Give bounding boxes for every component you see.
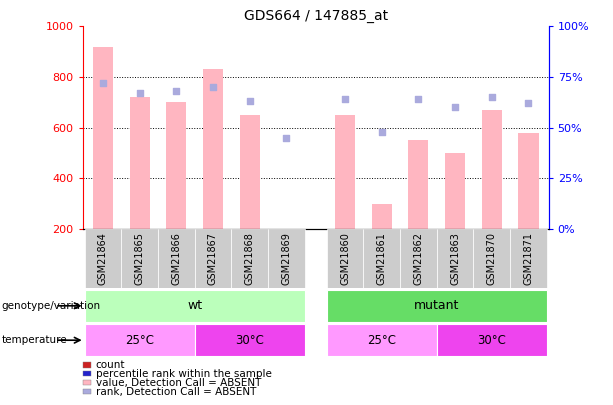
Text: GSM21868: GSM21868 — [245, 232, 254, 285]
Bar — [436, 229, 473, 288]
Text: value, Detection Call = ABSENT: value, Detection Call = ABSENT — [96, 378, 261, 388]
Bar — [482, 110, 502, 229]
Bar — [327, 324, 436, 356]
Bar — [166, 102, 186, 229]
Text: GSM21867: GSM21867 — [208, 232, 218, 285]
Bar — [473, 229, 510, 288]
Title: GDS664 / 147885_at: GDS664 / 147885_at — [243, 9, 388, 23]
Bar — [195, 324, 305, 356]
Point — [172, 88, 181, 94]
Bar — [85, 229, 121, 288]
Bar — [268, 229, 305, 288]
Text: rank, Detection Call = ABSENT: rank, Detection Call = ABSENT — [96, 387, 256, 396]
Text: 25°C: 25°C — [125, 334, 154, 347]
Point — [281, 134, 291, 141]
Point — [414, 96, 424, 102]
Bar — [436, 324, 547, 356]
Text: 30°C: 30°C — [235, 334, 264, 347]
Bar — [445, 153, 465, 229]
Bar — [85, 290, 305, 322]
Bar — [85, 324, 195, 356]
Text: GSM21861: GSM21861 — [377, 232, 387, 285]
Bar — [327, 229, 364, 288]
Text: GSM21862: GSM21862 — [413, 232, 424, 285]
Text: GSM21863: GSM21863 — [450, 232, 460, 285]
Text: count: count — [96, 360, 125, 370]
Bar — [240, 115, 260, 229]
Bar — [400, 229, 436, 288]
Point — [450, 104, 460, 111]
Text: GSM21871: GSM21871 — [524, 232, 533, 285]
Point — [524, 100, 533, 107]
Text: 30°C: 30°C — [478, 334, 506, 347]
Bar — [371, 203, 392, 229]
Bar — [203, 69, 223, 229]
Point — [135, 90, 145, 96]
Point — [98, 80, 108, 86]
Bar — [93, 47, 113, 229]
Text: GSM21869: GSM21869 — [281, 232, 291, 285]
Bar — [195, 229, 231, 288]
Point — [208, 84, 218, 90]
Text: genotype/variation: genotype/variation — [1, 301, 101, 311]
Bar — [335, 115, 355, 229]
Bar — [231, 229, 268, 288]
Bar — [510, 229, 547, 288]
Point — [340, 96, 350, 102]
Bar — [519, 133, 539, 229]
Bar — [158, 229, 195, 288]
Bar — [408, 140, 428, 229]
Point — [245, 98, 254, 104]
Text: GSM21860: GSM21860 — [340, 232, 350, 285]
Text: percentile rank within the sample: percentile rank within the sample — [96, 369, 272, 379]
Point — [377, 128, 387, 135]
Bar — [327, 290, 547, 322]
Point — [487, 94, 497, 100]
Text: wt: wt — [187, 299, 202, 312]
Text: GSM21866: GSM21866 — [171, 232, 181, 285]
Text: GSM21865: GSM21865 — [135, 232, 145, 285]
Bar — [364, 229, 400, 288]
Bar — [129, 97, 150, 229]
Text: 25°C: 25°C — [367, 334, 396, 347]
Text: GSM21870: GSM21870 — [487, 232, 497, 285]
Bar — [121, 229, 158, 288]
Text: temperature: temperature — [1, 335, 67, 345]
Text: mutant: mutant — [414, 299, 459, 312]
Text: GSM21864: GSM21864 — [98, 232, 108, 285]
